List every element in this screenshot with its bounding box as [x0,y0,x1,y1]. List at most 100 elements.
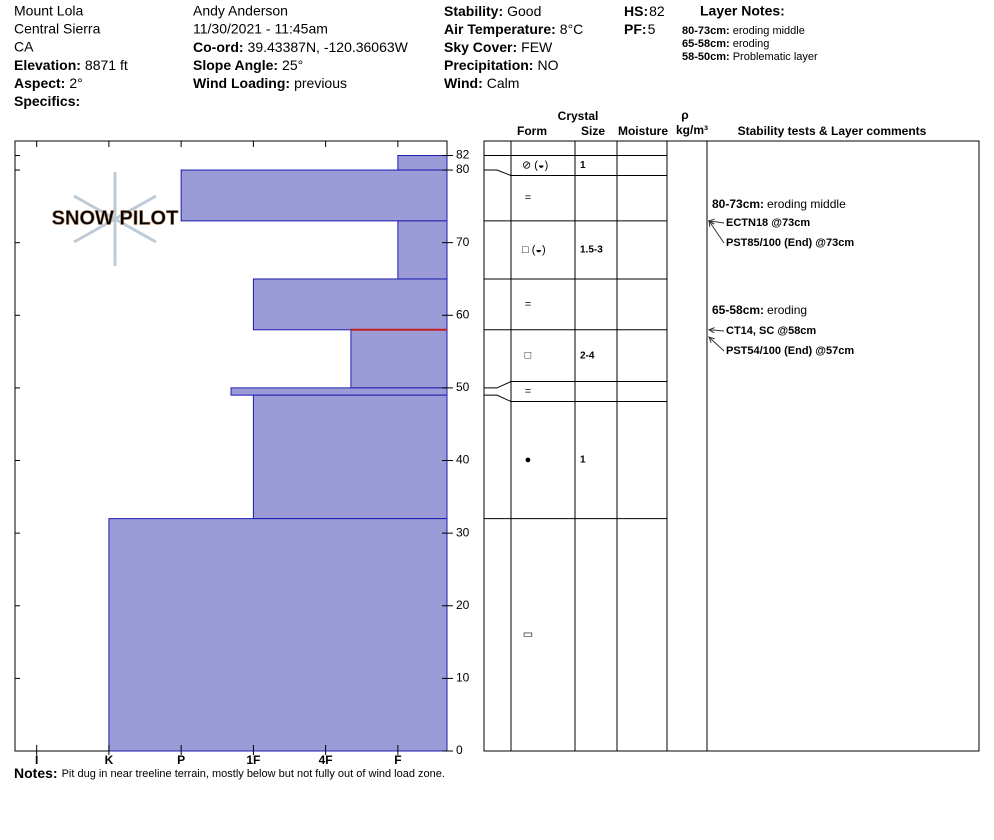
stability-test: CT14, SC @58cm [726,325,816,337]
layer-comment: 65-58cm: eroding [712,303,807,317]
layer-note: 80-73cm: eroding middle [682,25,805,37]
test-arrowhead [708,336,715,343]
field-value: 8871 ft [85,57,128,73]
svg-text:Notes:Pit dug in near treeline: Notes: Pit dug in near treeline terrain, … [14,765,445,781]
stability-test: PST85/100 (End) @73cm [726,237,854,249]
field: Stability: Good [444,3,541,19]
column-header: Size [581,124,605,138]
y-tick-label: 40 [456,453,470,467]
field-label: Stability: [444,3,503,19]
field-label: Specifics: [14,93,80,109]
layer-notes-title: Layer Notes: [700,3,785,19]
field-value: 8°C [560,21,584,37]
grain-form: ⊘ (◒) [522,159,548,171]
datetime: 11/30/2021 - 11:45am [193,21,328,37]
layer-comment-text: eroding [767,303,807,317]
field-value: 25° [282,57,303,73]
x-tick-label: P [177,753,185,767]
field-label: Aspect: [14,75,65,91]
field-label: Wind Loading: [193,75,290,91]
field: Wind Loading: previous [193,75,347,91]
field-value: 5 [648,21,656,37]
y-tick-label: 30 [456,525,470,539]
grain-form: ▭ [523,629,533,641]
field-value: 39.43387N, -120.36063W [248,39,409,55]
field: HS:82 [624,3,665,19]
header: Mount Lola Central Sierra CA Elevation: 8871… [14,3,818,109]
hardness-bar [252,394,448,520]
field: Specifics: [14,93,80,109]
x-tick-label: 1F [246,753,260,767]
location: CA [14,39,34,55]
field-value: FEW [521,39,553,55]
grain-form: □ (◒) [522,244,546,256]
x-tick-label: F [394,753,401,767]
field: Air Temperature: 8°C [444,21,583,37]
y-tick-label: 60 [456,307,470,321]
field: PF:5 [624,21,656,37]
table-frame [483,140,980,752]
layer-note-text: eroding [733,38,770,50]
column-header: Form [517,124,547,138]
grain-size: 1 [580,160,586,171]
layer-boundary [484,381,667,389]
x-tick-label: K [105,753,114,767]
test-arrow [708,220,725,244]
hardness-bar [252,278,448,331]
field-label: HS: [624,3,648,19]
field-label: Co-ord: [193,39,244,55]
hardness-bar [108,518,448,752]
y-tick-label: 10 [456,671,470,685]
grain-size: 1 [580,455,586,466]
field: Aspect: 2° [14,75,83,91]
layer-note-text: Problematic layer [733,51,818,63]
hardness-bar [180,169,448,222]
grain-size: 2-4 [580,350,595,361]
layer-note-text: eroding middle [733,25,805,37]
field: Slope Angle: 25° [193,57,303,73]
grain-form: = [525,298,531,310]
location: Mount Lola [14,3,83,19]
field-label: Elevation: [14,57,81,73]
field-label: Wind: [444,75,483,91]
field-label: PF: [624,21,647,37]
y-tick-label: 70 [456,235,470,249]
hardness-bar [397,220,448,280]
y-tick-label: 80 [456,162,470,176]
y-tick-label: 82 [456,148,470,162]
column-header: Crystal [558,109,599,123]
grain-form: ● [525,454,532,466]
test-arrow [708,329,725,332]
field-value: Calm [487,75,520,91]
logo: SNOW PILOT [52,207,179,229]
x-tick-label: I [35,753,38,767]
x-tick-label: 4F [319,753,333,767]
hardness-bar [230,387,448,396]
field-value: 2° [69,75,82,91]
table-columns [510,141,708,751]
test-arrowhead [707,327,715,334]
layer-note-range: 65-58cm: [682,38,730,50]
layer-note-range: 58-50cm: [682,51,730,63]
field-value: 82 [649,3,665,19]
grain-size: 1.5-3 [580,245,603,256]
layer-comment-text: eroding middle [767,197,846,211]
layer-note: 58-50cm: Problematic layer [682,51,818,63]
grain-form: = [525,385,531,397]
field-label: Precipitation: [444,57,533,73]
field: Co-ord: 39.43387N, -120.36063W [193,39,409,55]
field: Sky Cover: FEW [444,39,553,55]
field: Wind: Calm [444,75,519,91]
field-value: NO [537,57,558,73]
field-label: Air Temperature: [444,21,556,37]
field: Elevation: 8871 ft [14,57,128,73]
field-label: Slope Angle: [193,57,278,73]
field: Precipitation: NO [444,57,559,73]
observer: Andy Anderson [193,3,288,19]
location: Central Sierra [14,21,101,37]
layer-comment-range: 80-73cm: [712,197,764,211]
layer-note-range: 80-73cm: [682,25,730,37]
field-value: Good [507,3,541,19]
notes-label: Notes: [14,765,58,781]
